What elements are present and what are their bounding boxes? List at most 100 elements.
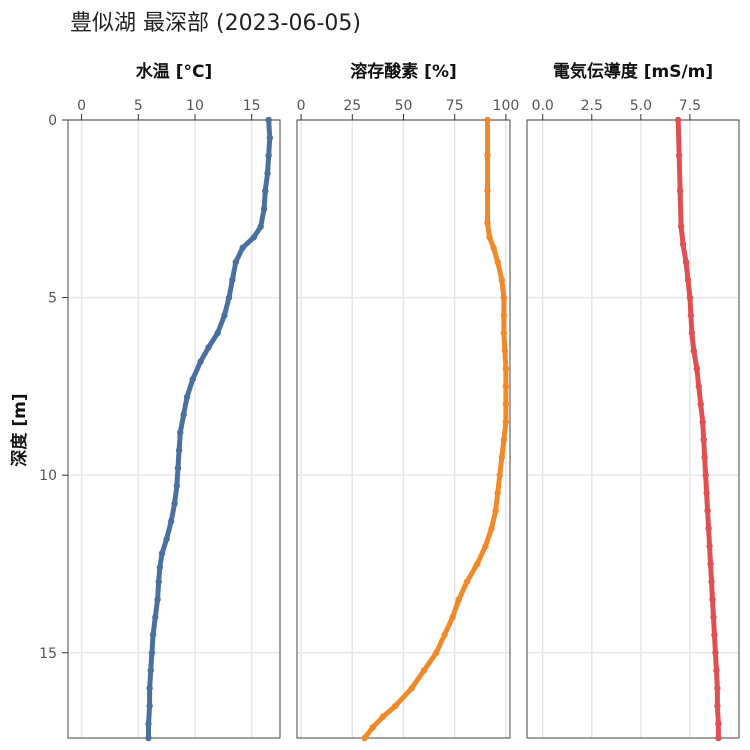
profile-line [675, 117, 721, 741]
data-point [408, 685, 415, 692]
x-tick-label: 15 [243, 98, 261, 114]
data-point [484, 219, 491, 227]
data-point [500, 312, 508, 319]
data-point [502, 365, 510, 372]
data-point [260, 205, 268, 212]
y-tick-label: 10 [39, 468, 57, 484]
data-point [690, 347, 698, 355]
data-point [221, 312, 228, 319]
data-point [189, 376, 196, 383]
x-tick-label: 10 [186, 98, 204, 114]
data-point [225, 294, 233, 301]
data-point [677, 223, 685, 230]
data-point [484, 152, 491, 159]
facet-label: 水温 [°C] [136, 61, 212, 82]
data-point [498, 454, 506, 461]
data-point [266, 134, 273, 141]
facet-panel-1: 水温 [°C] 0 5 10 15 [67, 61, 281, 742]
data-point [705, 525, 712, 532]
y-tick-label: 15 [39, 646, 57, 662]
data-point [392, 702, 399, 710]
data-point [693, 365, 700, 372]
data-point [250, 234, 258, 241]
data-point [712, 649, 719, 656]
data-point [500, 294, 508, 301]
data-point [232, 258, 239, 266]
data-point [177, 429, 184, 436]
data-point [158, 550, 166, 557]
x-tick-label: 7.5 [679, 98, 701, 114]
y-axis-title: 深度 [m] [9, 393, 30, 466]
data-point [163, 535, 170, 543]
data-point [502, 400, 510, 408]
data-point [688, 329, 696, 337]
x-tick-label: 50 [395, 98, 413, 114]
data-point [474, 560, 481, 568]
data-point [488, 525, 495, 532]
data-point [702, 471, 709, 479]
data-point [687, 312, 695, 319]
data-point [701, 454, 708, 461]
data-point [149, 631, 157, 639]
data-point [486, 234, 493, 241]
data-point [420, 667, 428, 674]
data-point [714, 685, 721, 692]
data-point [214, 329, 221, 337]
data-point [174, 464, 182, 472]
data-point [205, 344, 212, 351]
chart-title: 豊似湖 最深部 (2023-06-05) [70, 11, 361, 36]
data-point [674, 116, 682, 124]
data-point [501, 347, 509, 355]
data-point [379, 713, 387, 720]
data-point [704, 507, 711, 514]
x-tick-label: 75 [446, 98, 464, 114]
data-point [707, 560, 714, 568]
data-point [706, 543, 713, 550]
data-point [686, 294, 694, 301]
data-point [682, 258, 690, 266]
profile-line [362, 117, 509, 741]
data-point [257, 223, 264, 230]
data-point [496, 471, 503, 479]
x-tick-label: 100 [493, 98, 520, 114]
data-point [484, 116, 491, 124]
data-point [441, 631, 448, 639]
data-point [711, 631, 718, 639]
data-point [449, 614, 456, 621]
panel-border [67, 119, 281, 739]
data-point [492, 507, 499, 514]
data-point [265, 152, 272, 159]
data-point [433, 649, 440, 656]
x-tick-label: 25 [343, 98, 361, 114]
data-point [145, 734, 152, 742]
data-point [699, 418, 706, 426]
data-point [239, 244, 246, 252]
data-point [229, 276, 236, 284]
x-tick-label: 5.0 [630, 98, 652, 114]
data-point [494, 258, 501, 266]
data-point [167, 518, 175, 525]
y-axis-ticks: 0 5 10 15 [39, 113, 68, 662]
profile-points [674, 116, 722, 742]
data-point [484, 187, 491, 195]
data-point [146, 685, 153, 692]
data-point [180, 411, 187, 418]
data-point [709, 596, 716, 603]
data-point [175, 447, 183, 454]
data-point [156, 564, 164, 571]
data-point [714, 702, 721, 710]
data-point [500, 329, 508, 337]
data-point [155, 578, 162, 585]
y-tick-label: 5 [48, 291, 57, 307]
data-point [197, 358, 204, 365]
facet-label: 溶存酸素 [%] [350, 61, 457, 82]
data-point [679, 241, 687, 248]
data-point [502, 383, 510, 390]
data-point [265, 116, 272, 124]
x-tick-label: 5 [134, 98, 143, 114]
x-tick-label: 2.5 [581, 98, 603, 114]
data-point [675, 152, 683, 159]
data-point [498, 276, 506, 284]
data-point [147, 667, 154, 674]
data-point [710, 614, 717, 621]
